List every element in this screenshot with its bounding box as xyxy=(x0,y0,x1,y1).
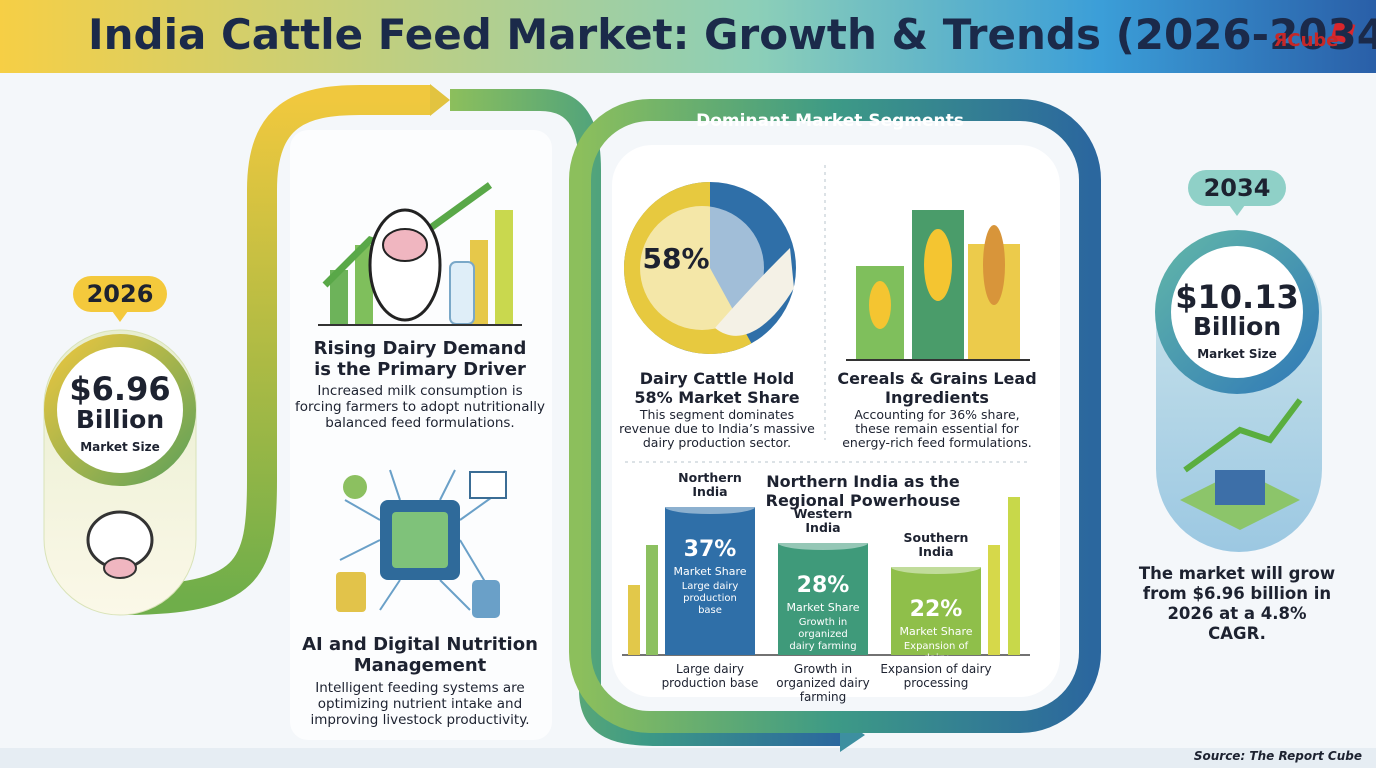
region-bar xyxy=(665,507,755,655)
end-amount: $10.13 xyxy=(1175,278,1299,316)
start-year: 2026 xyxy=(86,280,154,308)
region-name: Northern India xyxy=(678,470,742,499)
value-disc xyxy=(57,347,183,473)
regional-title: Northern India as the Regional Powerhous… xyxy=(765,472,961,510)
bar-cap xyxy=(665,500,755,514)
region-note: Expansion of dairy processing xyxy=(903,641,969,676)
deco-bar xyxy=(646,545,658,655)
header-band xyxy=(0,0,1376,73)
cereals-title: Cereals & Grains Lead Ingredients xyxy=(837,369,1037,407)
region-caption: Large dairy production base xyxy=(661,662,759,690)
region-note: Growth in organized dairy farming xyxy=(789,617,857,652)
segments-heading: Dominant Market Segments xyxy=(696,111,964,131)
bar-cap xyxy=(778,536,868,550)
region-bar xyxy=(778,543,868,655)
year-badge xyxy=(73,276,167,312)
driver-body: Increased milk consumption is forcing fa… xyxy=(295,383,545,431)
region-share: 22% xyxy=(909,597,963,622)
deco-bar xyxy=(988,545,1000,655)
deco-bar xyxy=(1008,497,1020,655)
start-amount: $6.96 xyxy=(69,370,171,408)
deco-bar xyxy=(628,585,640,655)
chip-core xyxy=(392,512,448,568)
source: Source: The Report Cube xyxy=(1193,749,1362,763)
road-arrow xyxy=(430,84,450,116)
region-note: Large dairy production base xyxy=(681,581,739,616)
page-title: India Cattle Feed Market: Growth & Trend… xyxy=(88,10,1376,59)
icon-bar xyxy=(330,270,348,325)
cow-nose xyxy=(382,228,428,262)
end-year: 2034 xyxy=(1203,174,1271,202)
driver-body: Intelligent feeding systems are optimizi… xyxy=(310,680,530,728)
region-unit: Market Share xyxy=(786,601,860,614)
milk-icon xyxy=(449,261,475,325)
corn-icon xyxy=(869,281,891,329)
growth-arrow xyxy=(1183,398,1303,473)
driver-title: Rising Dairy Demand is the Primary Drive… xyxy=(313,338,527,380)
region-share: 37% xyxy=(683,537,737,562)
mixer-icon xyxy=(336,572,366,612)
cow-nose xyxy=(103,557,137,579)
road xyxy=(119,85,430,615)
dairy-share-label: 58% xyxy=(642,242,710,275)
dairy-title: Dairy Cattle Hold 58% Market Share xyxy=(634,369,800,407)
wheat-icon xyxy=(983,225,1005,305)
end-unit: Billion xyxy=(1192,312,1282,341)
segment-frame xyxy=(569,99,1101,733)
logo: ЯCube xyxy=(1273,30,1339,51)
pie-inner xyxy=(640,206,764,330)
footer-band xyxy=(0,748,1376,768)
end-summary: The market will grow from $6.96 billion … xyxy=(1138,564,1336,643)
region-bar xyxy=(891,567,981,655)
dairy-body: This segment dominates revenue due to In… xyxy=(619,407,815,450)
region-caption: Growth in organized dairy farming xyxy=(776,662,870,704)
bar-cap xyxy=(891,560,981,574)
corn-icon xyxy=(924,229,952,301)
year-badge xyxy=(1188,170,1286,206)
screen-icon xyxy=(469,471,507,499)
region-unit: Market Share xyxy=(899,625,973,638)
milk-splash xyxy=(715,248,794,336)
region-unit: Market Share xyxy=(673,565,747,578)
region-share: 28% xyxy=(796,573,850,598)
end-caption: Market Size xyxy=(1197,347,1277,361)
region-name: Southern India xyxy=(903,530,969,559)
cow-icon xyxy=(368,208,442,322)
icon-bar xyxy=(495,210,513,325)
cereals-body: Accounting for 36% share, these remain e… xyxy=(842,407,1032,450)
gear-icon xyxy=(343,475,367,499)
region-caption: Expansion of dairy processing xyxy=(880,662,992,690)
jar-icon xyxy=(472,580,500,618)
barn-icon xyxy=(1215,470,1265,505)
driver-title: AI and Digital Nutrition Management xyxy=(302,634,538,676)
circuit-lines xyxy=(339,469,496,611)
year-badge-pointer xyxy=(1229,205,1245,216)
start-caption: Market Size xyxy=(80,440,160,454)
logo-cube xyxy=(1330,19,1356,45)
region-name: Western India xyxy=(793,506,853,535)
year-badge-pointer xyxy=(112,311,128,322)
start-unit: Billion xyxy=(75,405,165,434)
value-disc xyxy=(1171,246,1303,378)
